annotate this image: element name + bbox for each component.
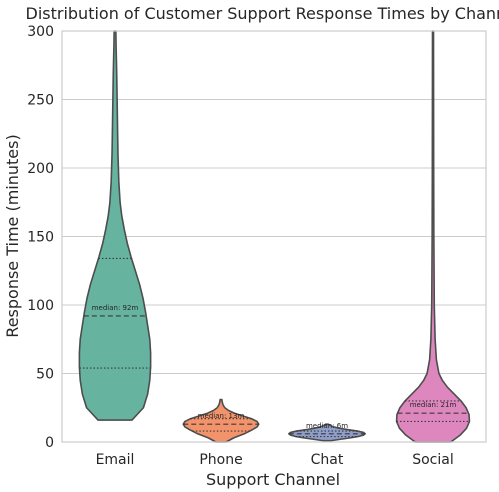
violin-phone: median: 13m	[182, 398, 260, 443]
y-tick-label: 100	[27, 298, 54, 314]
violins: median: 92m median: 13m median: 6m median: …	[78, 30, 471, 443]
y-tick-label: 150	[27, 230, 54, 246]
y-tick-labels: 0 50 100 150 200 250 300	[27, 24, 54, 451]
y-tick-label: 200	[27, 161, 54, 177]
violin-email: median: 92m	[78, 30, 152, 421]
median-label: median: 13m	[198, 412, 245, 420]
x-tick-labels: Email Phone Chat Social	[96, 452, 454, 468]
violin-body	[182, 398, 260, 443]
x-tick-label: Social	[412, 452, 454, 468]
plot-frame	[61, 30, 487, 443]
median-label: median: 21m	[410, 401, 457, 409]
violin-chat: median: 6m	[288, 422, 366, 442]
median-label: median: 92m	[92, 304, 139, 312]
violin-body	[78, 30, 152, 421]
y-tick-label: 50	[36, 367, 54, 383]
y-tick-label: 300	[27, 24, 54, 40]
x-tick-label: Chat	[311, 452, 344, 468]
x-tick-label: Email	[96, 452, 135, 468]
y-tick-label: 0	[45, 435, 54, 451]
median-label: median: 6m	[306, 422, 348, 430]
y-tick-label: 250	[27, 93, 54, 109]
y-axis-label: Response Time (minutes)	[3, 134, 22, 337]
x-tick-label: Phone	[199, 452, 242, 468]
chart-title: Distribution of Customer Support Respons…	[26, 4, 499, 23]
x-axis-label: Support Channel	[206, 470, 340, 489]
